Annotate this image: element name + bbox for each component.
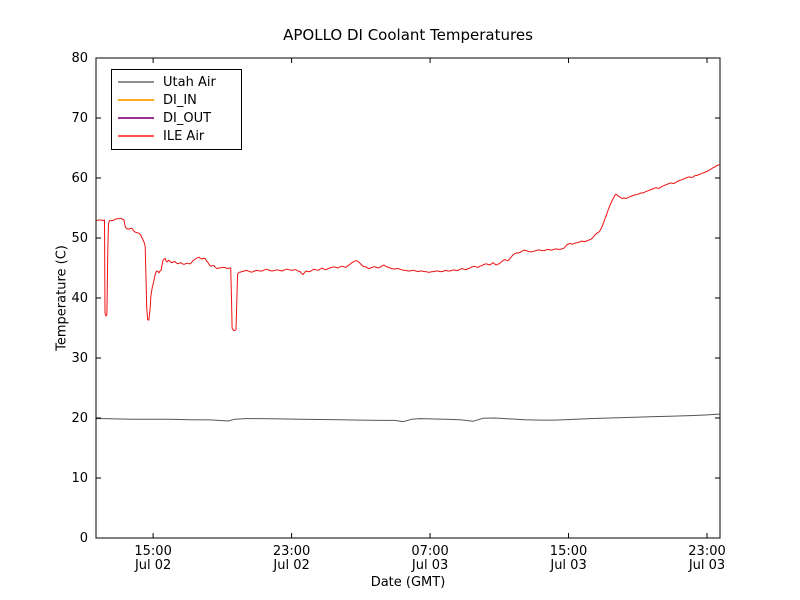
y-tick-label: 30 [71, 351, 88, 366]
y-tick-label: 60 [71, 171, 88, 186]
legend-line-di-out [118, 117, 154, 119]
legend-item-ile-air: ILE Air [118, 127, 235, 145]
y-tick-label: 80 [71, 51, 88, 66]
legend-label-di-in: DI_IN [163, 92, 197, 108]
y-tick-label: 40 [71, 291, 88, 306]
legend-item-di-out: DI_OUT [118, 109, 235, 127]
legend-line-di-in [118, 99, 154, 101]
chart-title: APOLLO DI Coolant Temperatures [283, 26, 533, 44]
legend-item-di-in: DI_IN [118, 91, 235, 109]
legend: Utah Air DI_IN DI_OUT ILE Air [111, 69, 242, 150]
y-tick-label: 10 [71, 471, 88, 486]
legend-label-utah-air: Utah Air [163, 74, 216, 90]
series-line-ile-air [95, 164, 720, 331]
y-tick-label: 0 [80, 531, 88, 546]
x-tick-label-time: 23:00 [688, 544, 725, 559]
y-tick-label: 50 [71, 231, 88, 246]
legend-label-ile-air: ILE Air [163, 128, 205, 144]
series-line-utah-air [95, 413, 720, 423]
x-axis-label: Date (GMT) [370, 575, 446, 590]
x-tick-label-time: 07:00 [411, 544, 448, 559]
y-tick-label: 70 [71, 111, 88, 126]
x-tick-label-date: Jul 03 [549, 558, 586, 573]
legend-line-utah-air [118, 81, 154, 83]
legend-item-utah-air: Utah Air [118, 73, 235, 91]
x-tick-label-date: Jul 03 [411, 558, 448, 573]
x-tick-label-time: 23:00 [273, 544, 310, 559]
legend-label-di-out: DI_OUT [163, 110, 212, 126]
x-tick-label-date: Jul 02 [134, 558, 171, 573]
legend-line-ile-air [118, 135, 154, 137]
y-axis-label: Temperature (C) [54, 245, 70, 351]
x-tick-label-date: Jul 02 [272, 558, 309, 573]
y-tick-label: 20 [71, 411, 88, 426]
x-tick-label-time: 15:00 [550, 544, 587, 559]
x-tick-label-date: Jul 03 [688, 558, 725, 573]
x-tick-label-time: 15:00 [134, 544, 171, 559]
